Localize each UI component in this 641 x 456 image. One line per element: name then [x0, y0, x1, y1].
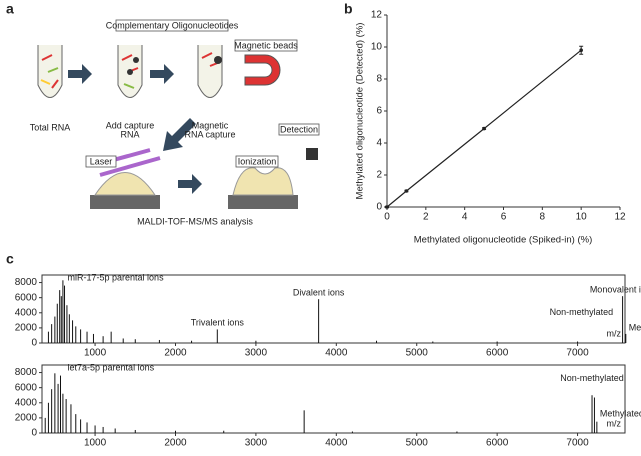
y-tick-label: 4000 [15, 307, 38, 318]
label: RNA [120, 129, 139, 139]
tube [197, 45, 223, 98]
y-tick-label: 8 [376, 74, 382, 85]
plate [90, 195, 160, 209]
y-tick-label: 0 [376, 202, 382, 213]
label: RNA capture [184, 129, 235, 139]
panel-label: c [6, 251, 14, 267]
x-tick-label: 5000 [406, 438, 429, 449]
y-tick-label: 0 [31, 338, 37, 349]
x-tick-label: 7000 [566, 438, 589, 449]
y-tick-label: 8000 [15, 277, 38, 288]
arrow [178, 174, 202, 194]
y-tick-label: 4000 [15, 397, 38, 408]
y-tick-label: 2000 [15, 413, 38, 424]
y-tick-label: 6 [376, 106, 382, 117]
annotation: Methylated [600, 408, 641, 418]
annotation: Non-methylated [560, 373, 624, 383]
y-axis-label: Methylated oligonucleotide (Detected) (%… [355, 23, 366, 200]
y-tick-label: 4 [376, 138, 382, 149]
x-tick-label: 4 [462, 212, 468, 223]
detector [306, 148, 318, 160]
y-tick-label: 8000 [15, 367, 38, 378]
x-tick-label: 2000 [164, 438, 187, 449]
y-tick-label: 2 [376, 170, 382, 181]
x-tick-label: 8 [540, 212, 546, 223]
x-tick-label: 0 [384, 212, 390, 223]
label: Complementary Oligonucleotides [106, 20, 239, 30]
x-axis-label: m/z [607, 418, 622, 428]
annotation: Monovalent ions [590, 284, 641, 294]
y-tick-label: 6000 [15, 382, 38, 393]
label: Magnetic [192, 120, 229, 130]
x-tick-label: 4000 [325, 348, 348, 359]
arrow [68, 64, 92, 84]
error-bar [482, 127, 487, 130]
magnet [244, 54, 281, 86]
annotation: let7a-5p parental ions [68, 362, 155, 372]
x-tick-label: 3000 [245, 438, 268, 449]
data-line [386, 49, 582, 208]
label: Total RNA [30, 122, 71, 132]
arrow [150, 64, 174, 84]
axes-frame [41, 274, 626, 344]
x-tick-label: 1000 [84, 348, 107, 359]
annotation: Divalent ions [293, 288, 345, 298]
panel-label: b [344, 1, 353, 17]
matrix [232, 167, 294, 196]
x-tick-label: 6 [501, 212, 507, 223]
annotation: Methylated [629, 322, 641, 332]
label: Add capture [106, 120, 155, 130]
x-tick-label: 1000 [84, 438, 107, 449]
x-tick-label: 5000 [406, 348, 429, 359]
x-tick-label: 7000 [566, 348, 589, 359]
diagram: Complementary Oligonucleotides Magnetic … [30, 19, 320, 226]
arrow [163, 118, 196, 151]
x-tick-label: 6000 [486, 438, 509, 449]
x-tick-label: 2 [423, 212, 429, 223]
x-tick-label: 3000 [245, 348, 268, 359]
error-bar [404, 189, 409, 193]
x-tick-label: 4000 [325, 438, 348, 449]
axes-frame [41, 364, 626, 434]
annotation: Non-methylated [550, 307, 614, 317]
y-tick-label: 10 [371, 42, 383, 53]
annotation: miR-17-5p parental ions [68, 272, 165, 282]
rna [40, 52, 221, 89]
matrix [94, 172, 156, 196]
label: Laser [90, 156, 113, 166]
y-tick-label: 12 [371, 10, 383, 21]
label: Detection [280, 124, 318, 134]
label: MALDI-TOF-MS/MS analysis [137, 216, 253, 226]
annotation: Trivalent ions [191, 318, 245, 328]
y-tick-label: 2000 [15, 323, 38, 334]
x-tick-label: 12 [614, 212, 626, 223]
error-bar [579, 45, 584, 55]
label: Ionization [238, 156, 277, 166]
x-axis-label: m/z [607, 328, 622, 338]
label: Magnetic beads [234, 40, 298, 50]
y-tick-label: 0 [31, 428, 37, 439]
plate [228, 195, 298, 209]
x-tick-label: 2000 [164, 348, 187, 359]
y-tick-label: 6000 [15, 292, 38, 303]
x-tick-label: 10 [576, 212, 588, 223]
x-axis-label: Methylated oligonucleotide (Spiked-in) (… [414, 235, 592, 246]
panel-label: a [6, 1, 14, 17]
x-tick-label: 6000 [486, 348, 509, 359]
error-bar [385, 205, 389, 209]
